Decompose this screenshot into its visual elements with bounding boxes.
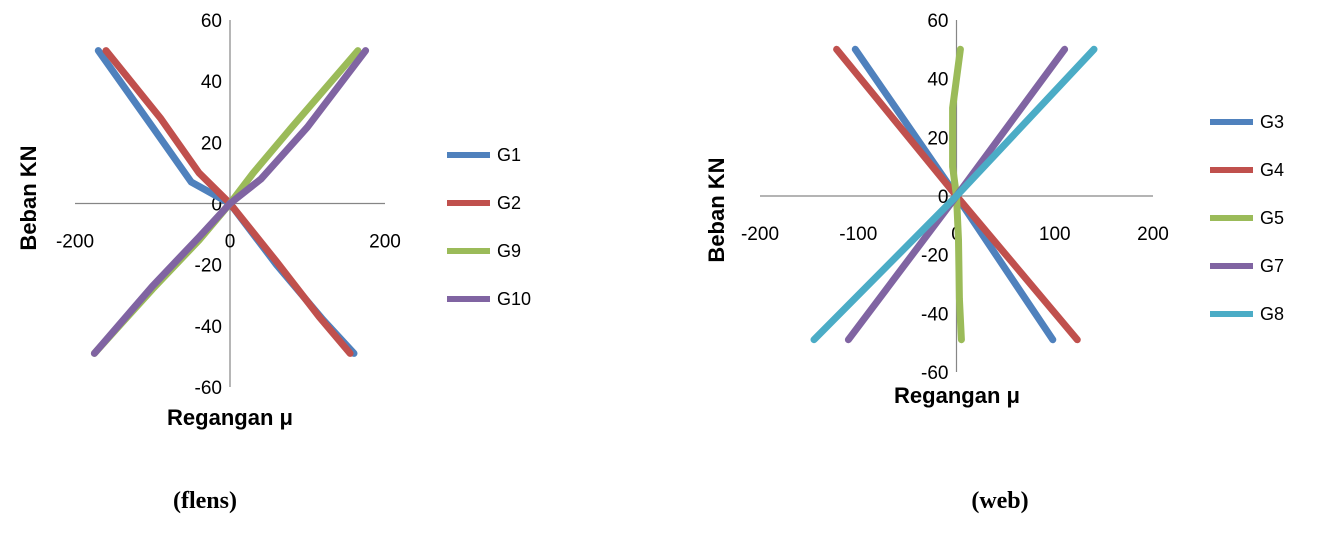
y-tick-label: 0 (938, 187, 949, 208)
y-tick-label: 60 (201, 11, 222, 32)
legend-item-G2: G2 (447, 193, 521, 213)
y-tick-label: 60 (927, 11, 948, 32)
legend-item-G1: G1 (447, 145, 521, 165)
x-tick-label: 200 (369, 232, 401, 253)
legend-item-G7: G7 (1210, 256, 1284, 276)
x-tick-label: -200 (741, 224, 779, 245)
legend-item-G4: G4 (1210, 160, 1284, 180)
x-tick-label: 100 (1039, 224, 1071, 245)
legend-item-G8: G8 (1210, 304, 1284, 324)
y-axis-title: Beban KN (16, 145, 41, 250)
legend-label: G7 (1260, 256, 1284, 276)
y-tick-label: 20 (927, 128, 948, 149)
legend-label: G2 (497, 193, 521, 213)
legend: G3 G4 G5 G7 G8 (1210, 112, 1284, 324)
legend-label: G4 (1260, 160, 1284, 180)
x-tick-label: 200 (1137, 224, 1169, 245)
legend-label: G10 (497, 289, 531, 309)
y-tick-label: 0 (211, 195, 222, 216)
series-G10 (90, 47, 370, 357)
x-tick-label: -100 (839, 224, 877, 245)
y-tick-label: -60 (921, 363, 948, 384)
y-tick-labels: -60 -40 -20 0 20 40 60 (195, 11, 222, 399)
x-tick-label: -200 (56, 232, 94, 253)
series-lines (810, 45, 1098, 344)
y-tick-label: -60 (195, 378, 222, 399)
y-tick-labels: -60 -40 -20 0 20 40 60 (921, 11, 948, 384)
y-tick-label: -40 (195, 317, 222, 338)
legend-item-G9: G9 (447, 241, 521, 261)
x-axis-title: Regangan μ (894, 383, 1020, 408)
legend-label: G5 (1260, 208, 1284, 228)
x-axis-title: Regangan μ (167, 405, 293, 430)
legend-label: G8 (1260, 304, 1284, 324)
legend-label: G1 (497, 145, 521, 165)
legend-item-G3: G3 (1210, 112, 1284, 132)
legend-item-G10: G10 (447, 289, 531, 309)
y-tick-label: -20 (921, 246, 948, 267)
y-tick-label: -20 (195, 256, 222, 277)
y-tick-label: 20 (201, 133, 222, 154)
y-axis-title: Beban KN (704, 157, 729, 262)
y-tick-label: 40 (201, 72, 222, 93)
legend-label: G9 (497, 241, 521, 261)
legend: G1 G2 G9 G10 (447, 145, 531, 309)
chart-caption: (web) (971, 488, 1028, 514)
y-tick-label: -40 (921, 304, 948, 325)
x-tick-labels: -200 -100 0 100 200 (741, 224, 1169, 245)
x-tick-label: 0 (225, 232, 236, 253)
y-tick-label: 40 (927, 70, 948, 91)
x-tick-labels: -200 0 200 (56, 232, 401, 253)
chart-caption: (flens) (173, 488, 237, 514)
chart-web: -200 -100 0 100 200 -60 -40 -20 0 20 40 60 Reganga… (704, 11, 1284, 514)
series-lines (90, 47, 370, 357)
legend-item-G5: G5 (1210, 208, 1284, 228)
legend-label: G3 (1260, 112, 1284, 132)
series-G8 (810, 45, 1098, 344)
